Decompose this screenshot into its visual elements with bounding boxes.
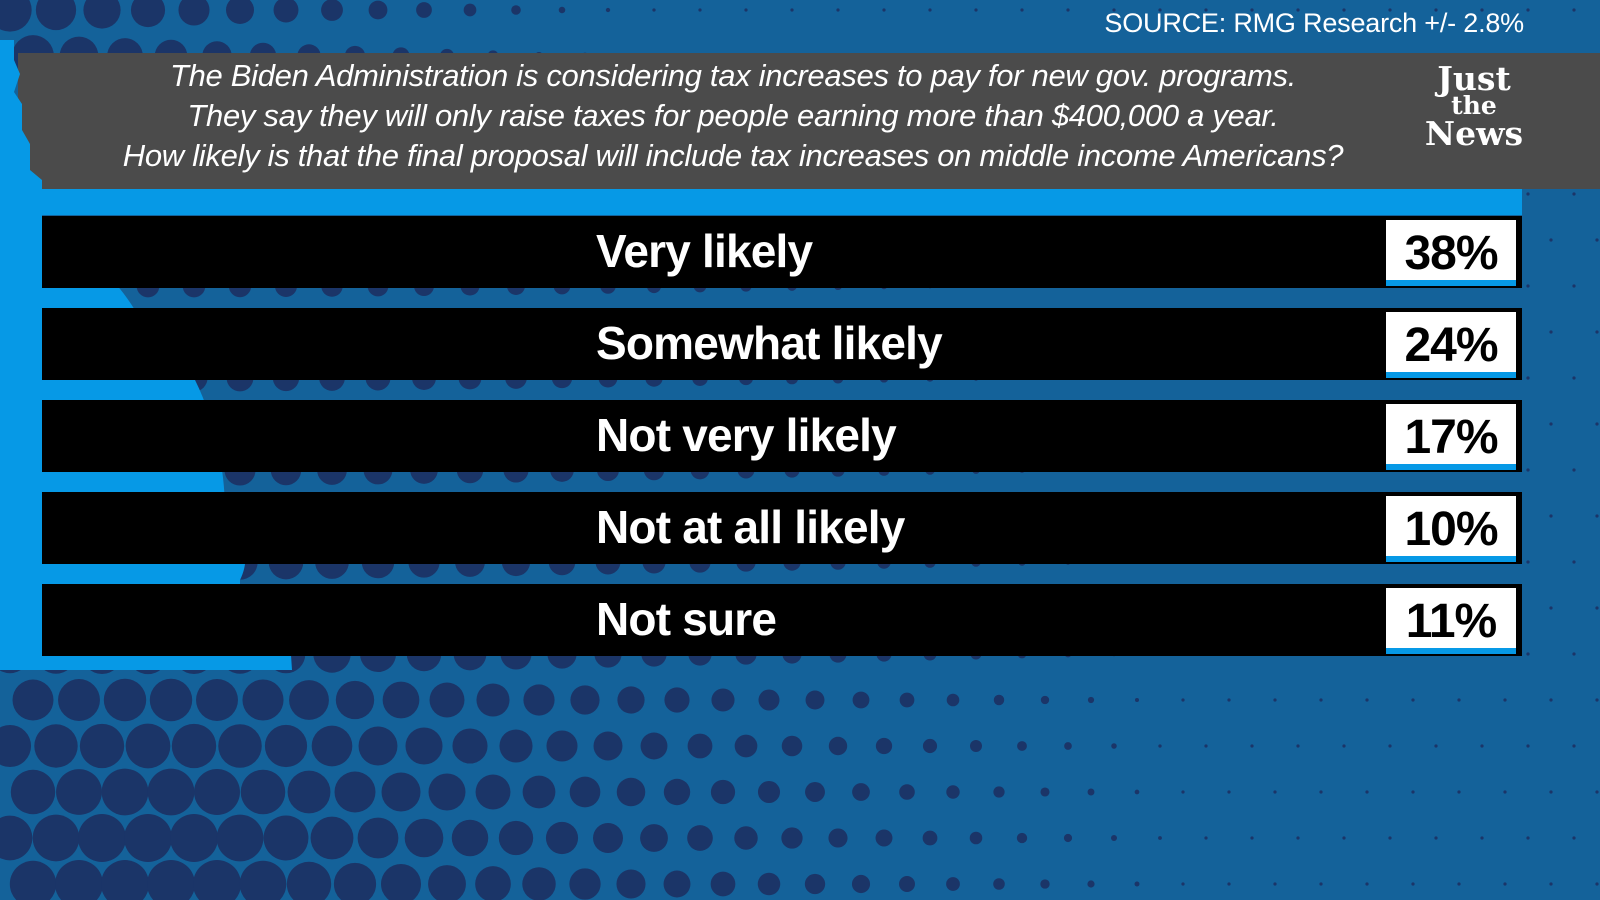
question-line-3: How likely is that the final proposal wi… [122,138,1344,173]
value-box: 38% [1386,220,1516,286]
just-the-news-logo: Just the News [1408,53,1540,173]
bar-4: Not sure 11% [42,584,1522,656]
category-label: Not sure [596,593,777,645]
logo-line-2: the [1451,91,1497,120]
value-box: 24% [1386,312,1516,378]
value-box: 11% [1386,588,1516,654]
bar-3: Not at all likely 10% [42,492,1522,564]
value-box: 17% [1386,404,1516,470]
value-label: 10% [1404,503,1498,556]
logo-line-3: News [1424,114,1524,153]
bar-0: Very likely 38% [42,216,1522,288]
source-note: SOURCE: RMG Research +/- 2.8% [1104,8,1524,38]
category-label: Very likely [596,225,813,277]
question-line-1: The Biden Administration is considering … [169,58,1297,93]
poll-question: The Biden Administration is considering … [38,56,1428,176]
category-label: Somewhat likely [596,317,943,369]
question-header: The Biden Administration is considering … [18,53,1600,189]
value-label: 11% [1405,595,1497,648]
category-label: Not very likely [596,409,897,461]
logo-line-1: Just [1437,59,1511,98]
bar-2: Not very likely 17% [42,400,1522,472]
value-label: 38% [1404,227,1498,280]
category-label: Not at all likely [596,501,905,553]
accent-strip [42,189,1522,215]
bar-1: Somewhat likely 24% [42,308,1522,380]
value-box: 10% [1386,496,1516,562]
value-label: 17% [1404,411,1498,464]
question-line-2: They say they will only raise taxes for … [187,98,1279,133]
value-label: 24% [1404,319,1498,372]
